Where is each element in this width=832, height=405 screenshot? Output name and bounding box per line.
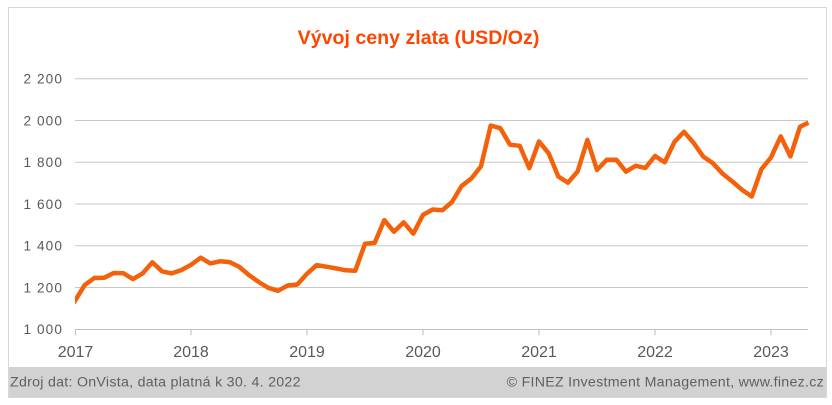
svg-text:1 400: 1 400: [23, 239, 63, 254]
svg-text:2021: 2021: [521, 344, 557, 361]
svg-text:1 000: 1 000: [23, 322, 63, 337]
svg-text:1 200: 1 200: [23, 280, 63, 295]
svg-text:2017: 2017: [58, 344, 94, 361]
svg-text:2019: 2019: [289, 344, 325, 361]
svg-text:2023: 2023: [753, 344, 789, 361]
svg-text:2 000: 2 000: [23, 113, 63, 128]
svg-text:2022: 2022: [637, 344, 673, 361]
svg-text:2 200: 2 200: [23, 72, 63, 87]
svg-text:2020: 2020: [405, 344, 441, 361]
svg-text:1 600: 1 600: [23, 197, 63, 212]
svg-text:2018: 2018: [173, 344, 209, 361]
svg-text:1 800: 1 800: [23, 155, 63, 170]
